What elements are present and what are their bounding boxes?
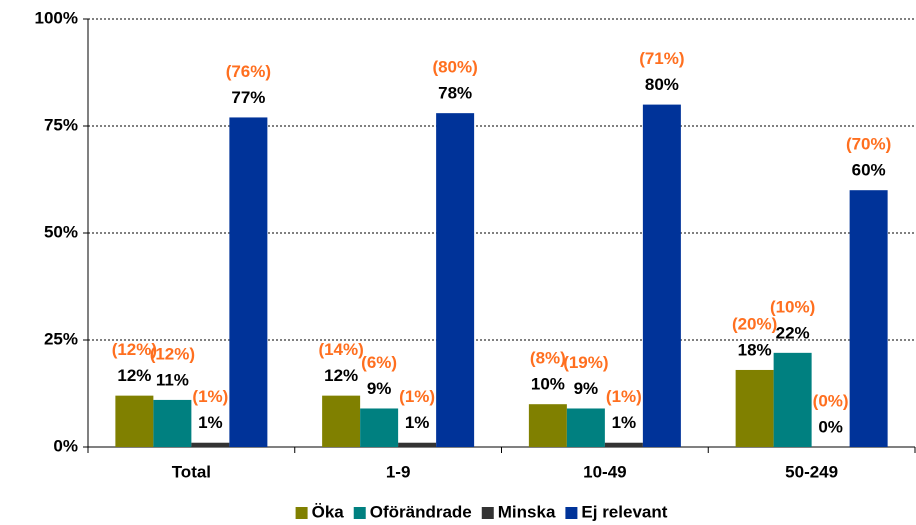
- bar: [735, 369, 774, 447]
- value-label: 12%: [324, 366, 358, 385]
- bar: [773, 352, 812, 447]
- bar: [153, 399, 192, 447]
- prior-label: (0%): [813, 391, 849, 410]
- prior-label: (1%): [399, 387, 435, 406]
- prior-label: (19%): [563, 353, 608, 372]
- prior-label: (12%): [150, 344, 195, 363]
- prior-label: (10%): [770, 297, 815, 316]
- bar: [642, 104, 681, 447]
- prior-label: (1%): [606, 387, 642, 406]
- prior-label: (80%): [432, 58, 477, 77]
- y-tick-label: 100%: [35, 8, 78, 27]
- value-label: 0%: [818, 417, 843, 436]
- value-label: 18%: [738, 340, 772, 359]
- legend-swatch: [565, 507, 578, 519]
- x-tick-label: 1-9: [386, 462, 411, 481]
- legend-swatch: [295, 507, 308, 519]
- value-label: 12%: [117, 366, 151, 385]
- bar: [566, 408, 605, 447]
- prior-label: (8%): [530, 349, 566, 368]
- legend-label: Ej relevant: [581, 502, 667, 521]
- prior-label: (76%): [226, 62, 271, 81]
- value-label: 9%: [367, 379, 392, 398]
- value-label: 9%: [574, 379, 599, 398]
- prior-label: (1%): [192, 387, 228, 406]
- prior-label: (14%): [318, 340, 363, 359]
- value-label: 1%: [612, 413, 637, 432]
- legend-label: Minska: [498, 502, 556, 521]
- value-label: 1%: [405, 413, 430, 432]
- y-tick-label: 0%: [53, 436, 78, 455]
- prior-label: (6%): [361, 353, 397, 372]
- legend-label: Öka: [312, 502, 345, 521]
- x-tick-label: 10-49: [583, 462, 626, 481]
- y-tick-label: 25%: [44, 329, 78, 348]
- value-label: 11%: [156, 370, 189, 389]
- bar: [115, 395, 154, 447]
- value-label: 78%: [438, 84, 472, 103]
- legend-swatch: [481, 507, 494, 519]
- bar: [360, 408, 399, 447]
- prior-label: (12%): [112, 340, 157, 359]
- legend-swatch: [353, 507, 366, 519]
- x-tick-label: Total: [172, 462, 211, 481]
- value-label: 80%: [645, 75, 679, 94]
- bar: [322, 395, 361, 447]
- bar: [436, 113, 475, 447]
- value-label: 60%: [852, 161, 886, 180]
- value-label: 77%: [231, 88, 265, 107]
- x-tick-label: 50-249: [785, 462, 838, 481]
- bar: [229, 117, 268, 447]
- bar: [604, 442, 643, 447]
- prior-label: (70%): [846, 135, 891, 154]
- bar: [849, 190, 888, 447]
- prior-label: (71%): [639, 49, 684, 68]
- value-label: 22%: [776, 323, 810, 342]
- prior-label: (20%): [732, 314, 777, 333]
- bar: [398, 442, 437, 447]
- bar: [191, 442, 230, 447]
- legend-label: Oförändrade: [370, 502, 472, 521]
- y-tick-label: 75%: [44, 115, 78, 134]
- value-label: 10%: [531, 375, 565, 394]
- y-tick-label: 50%: [44, 222, 78, 241]
- bar: [528, 404, 567, 447]
- value-label: 1%: [198, 413, 223, 432]
